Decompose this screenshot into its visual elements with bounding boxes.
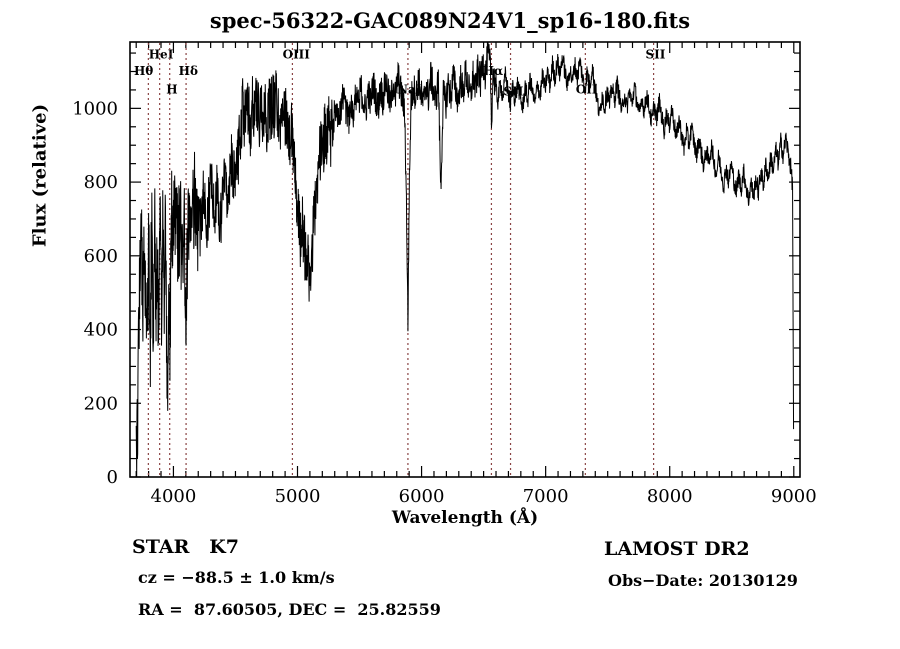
x-tick-label: 6000 — [399, 486, 445, 507]
y-tick-label: 800 — [84, 172, 118, 193]
spectral-line-label: HeI — [149, 48, 174, 62]
y-tick-label: 600 — [84, 246, 118, 267]
x-tick-label: 5000 — [275, 486, 321, 507]
spectral-line-label: SII — [646, 48, 666, 62]
plot-frame — [129, 41, 801, 478]
spectral-line-label: Hδ — [179, 64, 198, 78]
y-tick-label: 1000 — [72, 98, 118, 119]
coordinates-text: RA = 87.60505, DEC = 25.82559 — [138, 600, 441, 619]
spectral-line-label: OII — [576, 83, 598, 97]
y-tick-label: 400 — [84, 320, 118, 341]
page-title: spec-56322-GAC089N24V1_sp16-180.fits — [209, 8, 691, 33]
object-type-text: STAR K7 — [132, 536, 239, 558]
spectral-line-label: H — [166, 83, 177, 97]
y-tick-label: 0 — [107, 467, 118, 488]
y-tick-label: 200 — [84, 393, 118, 414]
spectrum-trace — [135, 41, 795, 478]
x-tick-label: 4000 — [151, 486, 197, 507]
spectral-line-label: Hθ — [134, 64, 153, 78]
obs-date-text: Obs−Date: 20130129 — [608, 571, 798, 590]
survey-name-text: LAMOST DR2 — [604, 538, 750, 560]
x-axis-label: Wavelength (Å) — [391, 508, 539, 528]
redshift-velocity-text: cz = −88.5 ± 1.0 km/s — [138, 568, 335, 587]
spectral-line-label: OIII — [283, 48, 311, 62]
x-tick-label: 7000 — [523, 486, 569, 507]
x-tick-label: 8000 — [647, 486, 693, 507]
x-tick-label: 9000 — [771, 486, 817, 507]
